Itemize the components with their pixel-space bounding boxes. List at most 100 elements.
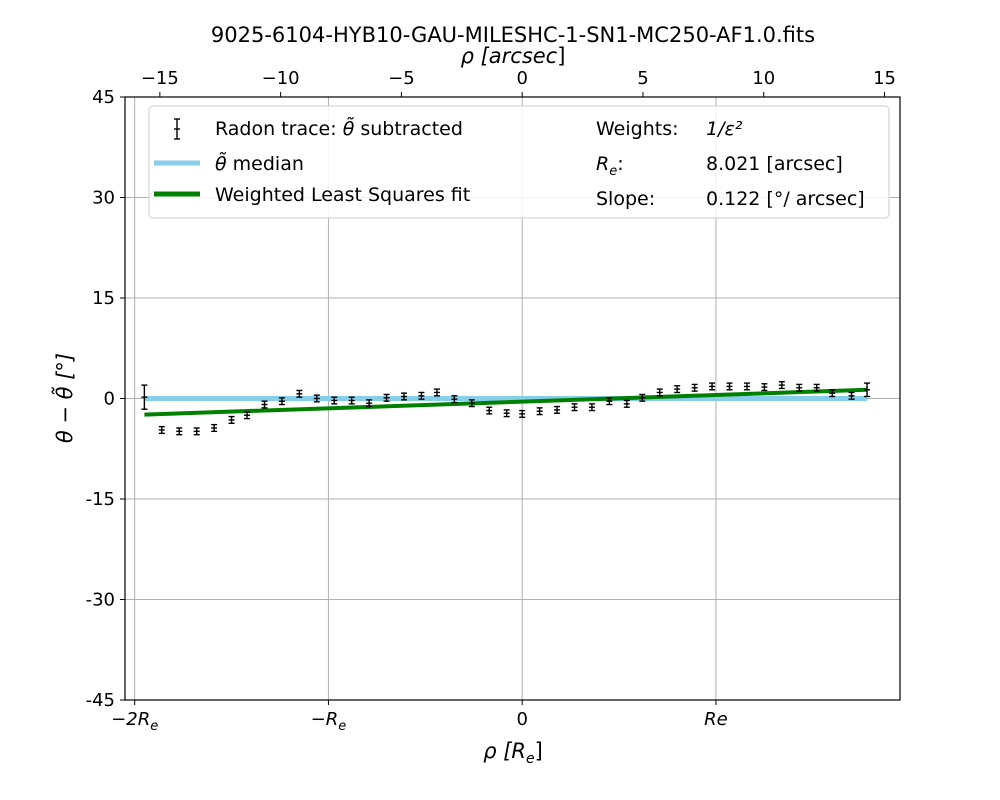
data-point (141, 384, 148, 410)
data-point (639, 393, 646, 402)
data-point (211, 423, 218, 433)
x-tick-label-main: −R (311, 709, 339, 730)
data-point (313, 394, 320, 403)
chart-title: 9025-6104-HYB10-GAU-MILESHC-1-SN1-MC250-… (211, 23, 815, 47)
data-point (176, 427, 183, 436)
data-point (433, 388, 440, 397)
data-point (813, 383, 820, 392)
legend-entry-fit: Weighted Least Squares fit (154, 184, 470, 206)
top-x-tick-label: −5 (388, 68, 415, 89)
data-point (761, 383, 768, 392)
data-point (674, 385, 681, 394)
data-point (261, 400, 268, 409)
x-axis-label-main: ρ [ (483, 739, 512, 763)
data-point (468, 399, 475, 408)
x-tick-label: −Re (311, 709, 347, 734)
data-point (709, 382, 716, 391)
top-x-tick-label: 15 (873, 68, 896, 89)
x-axis-label-var: R (511, 739, 526, 763)
data-point (278, 397, 285, 406)
legend-label-fit: Weighted Least Squares fit (215, 184, 470, 206)
y-tick-label: -45 (86, 690, 115, 711)
data-point (691, 383, 698, 392)
data-point (571, 403, 578, 412)
data-point (743, 382, 750, 391)
data-point (848, 391, 855, 400)
legend-label-radon: Radon trace: θ̃ subtracted (215, 116, 463, 140)
data-point (228, 415, 235, 424)
data-point (451, 395, 458, 404)
top-x-tick-label: −10 (262, 68, 300, 89)
top-x-tick-label: 0 (516, 68, 527, 89)
data-point (778, 381, 785, 390)
y-tick-label: 30 (92, 188, 115, 209)
legend-label-median-math: θ̃ (215, 151, 227, 175)
data-point (606, 397, 613, 406)
legend-weights-key: Weights: (596, 118, 679, 140)
legend-slope-key: Slope: (596, 188, 655, 210)
legend-box (148, 105, 890, 219)
top-x-axis-label-unit: arcsec (489, 44, 558, 68)
legend: Radon trace: θ̃ subtracted θ̃ median Wei… (148, 105, 890, 219)
legend-label-median: θ̃ median (215, 151, 304, 175)
top-x-tick-label: 5 (637, 68, 648, 89)
x-tick-label: −2Re (111, 709, 158, 734)
top-x-tick-label: −15 (141, 68, 179, 89)
data-point (829, 389, 836, 398)
top-x-tick-label: 10 (752, 68, 775, 89)
data-point (193, 427, 200, 436)
legend-re-key-var: R (596, 153, 609, 175)
top-x-axis-label-main: ρ [ (461, 44, 490, 68)
legend-re-value: 8.021 [arcsec] (706, 153, 843, 175)
data-point (331, 396, 338, 405)
x-tick-label-sub: e (150, 719, 158, 734)
x-tick-label-main: Re (704, 709, 728, 730)
data-point (348, 396, 355, 405)
data-point (864, 382, 871, 398)
data-point (554, 405, 561, 414)
data-point (536, 407, 543, 416)
data-point (623, 399, 630, 408)
y-tick-label: 15 (92, 288, 115, 309)
legend-label-radon-math: θ̃ (343, 116, 355, 140)
x-tick-label: Re (704, 709, 728, 730)
data-point (401, 392, 407, 401)
y-axis-label: θ − θ̃ [°] (50, 353, 77, 443)
legend-entry-median: θ̃ median (154, 151, 304, 175)
data-point (296, 389, 303, 398)
data-point (158, 425, 165, 435)
legend-re-key-end: : (617, 153, 623, 175)
legend-info: Weights: 1/ε² Re: 8.021 [arcsec] Slope: … (596, 118, 865, 210)
legend-label-median-after: median (227, 153, 304, 175)
legend-label-radon-text: Radon trace: (215, 118, 343, 140)
y-tick-label: -30 (86, 590, 115, 611)
x-axis-label: ρ [Re] (483, 739, 543, 767)
y-tick-label: 0 (104, 389, 115, 410)
top-x-axis-label: ρ [arcsec] (461, 44, 566, 68)
legend-slope-value: 0.122 [°/ arcsec] (706, 188, 865, 210)
fit-line (144, 387, 868, 417)
data-point (383, 393, 390, 402)
data-point (656, 388, 663, 397)
data-point (503, 409, 510, 418)
y-tick-label: 45 (92, 87, 115, 108)
data-point (418, 391, 425, 400)
x-axis-label-sub: e (526, 751, 535, 767)
legend-re-key-sub: e (609, 164, 617, 179)
x-tick-label-sub: e (338, 719, 346, 734)
data-series (141, 381, 871, 436)
top-x-axis-label-end: ] (557, 44, 565, 68)
data-point (366, 399, 373, 408)
x-tick-label-main: −2R (111, 709, 150, 730)
data-point (244, 411, 251, 420)
x-tick-label: 0 (516, 709, 527, 730)
y-tick-label: -15 (86, 489, 115, 510)
legend-label-radon-after: subtracted (354, 118, 463, 140)
legend-weights-value: 1/ε² (706, 118, 743, 140)
data-point (796, 383, 803, 392)
legend-entry-radon: Radon trace: θ̃ subtracted (174, 116, 463, 140)
legend-re-key: Re: (596, 153, 624, 179)
data-point (726, 382, 733, 391)
